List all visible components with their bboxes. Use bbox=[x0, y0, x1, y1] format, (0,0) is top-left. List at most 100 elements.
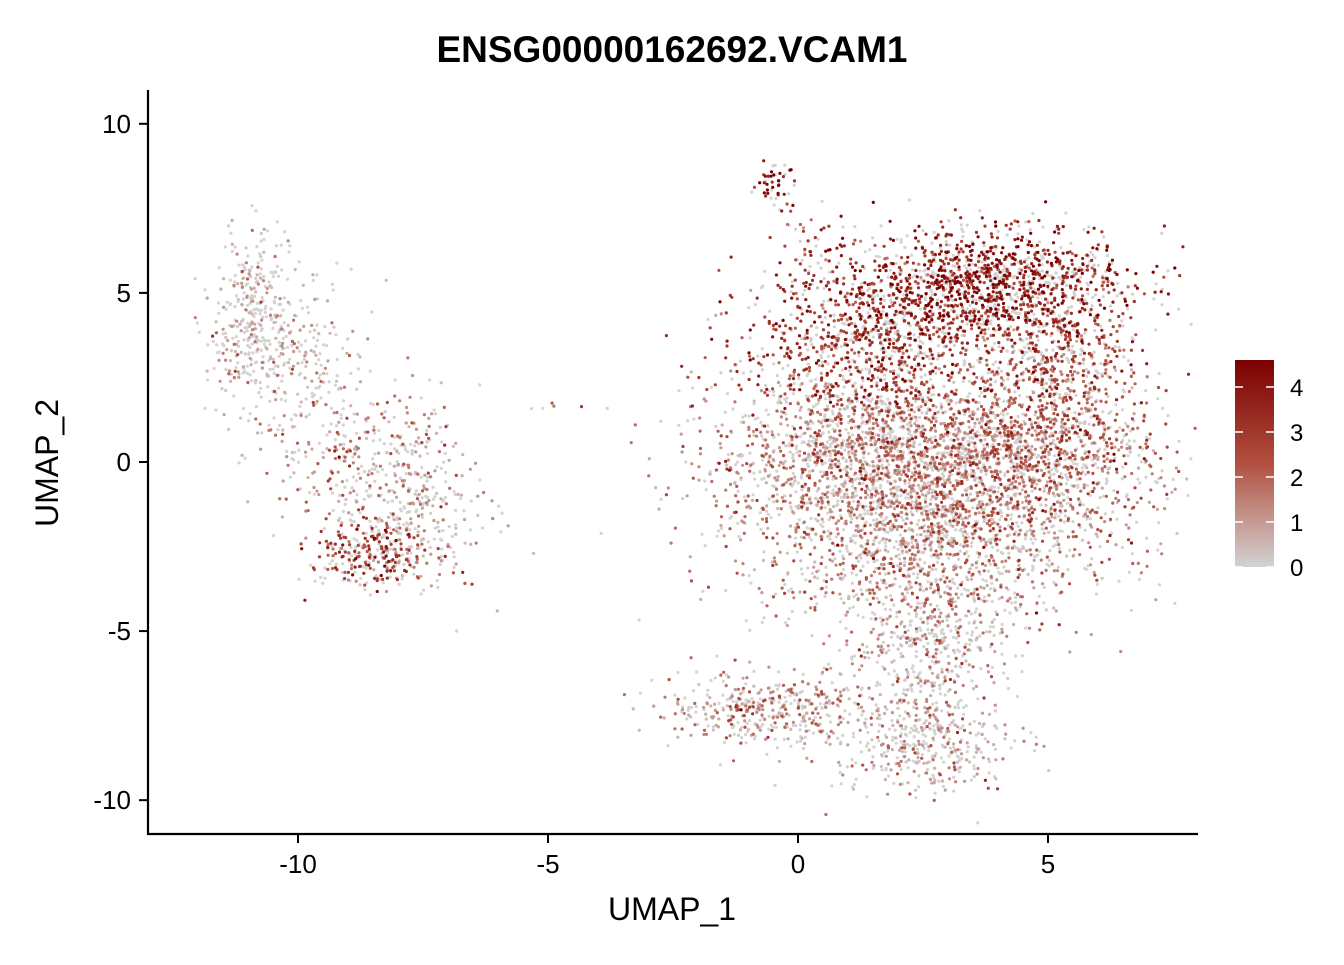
cell-point bbox=[277, 340, 281, 344]
cell-point bbox=[966, 486, 970, 490]
cell-point bbox=[866, 511, 870, 516]
cell-point bbox=[435, 578, 439, 583]
cell-point bbox=[1121, 324, 1125, 328]
cell-point bbox=[279, 324, 283, 328]
cell-point bbox=[896, 706, 900, 711]
cell-point bbox=[866, 741, 870, 745]
cell-point bbox=[426, 452, 430, 456]
cell-point bbox=[766, 413, 771, 417]
cell-point bbox=[889, 768, 893, 772]
cell-point bbox=[444, 480, 448, 484]
cell-point bbox=[281, 352, 285, 356]
cell-point bbox=[1166, 413, 1170, 418]
cell-point bbox=[763, 468, 767, 472]
cell-point bbox=[993, 434, 997, 438]
cell-point bbox=[918, 442, 922, 447]
cell-point bbox=[902, 362, 906, 367]
cell-point bbox=[867, 748, 871, 752]
cell-point bbox=[760, 620, 764, 625]
cell-point bbox=[824, 382, 828, 386]
cell-point bbox=[247, 311, 251, 315]
cell-point bbox=[414, 510, 418, 514]
cell-point bbox=[820, 360, 824, 364]
cell-point bbox=[310, 395, 314, 399]
cell-point bbox=[892, 669, 897, 673]
cell-point bbox=[686, 708, 690, 713]
cell-point bbox=[409, 521, 413, 525]
cell-point bbox=[839, 597, 843, 601]
cell-point bbox=[1016, 468, 1020, 472]
cell-point bbox=[814, 244, 818, 248]
data-points bbox=[193, 159, 1197, 825]
cell-point bbox=[917, 673, 921, 677]
cell-point bbox=[752, 402, 756, 406]
cell-point bbox=[1108, 304, 1112, 308]
cell-point bbox=[889, 635, 894, 639]
cell-point bbox=[720, 526, 724, 531]
cell-point bbox=[841, 576, 845, 580]
cell-point bbox=[886, 397, 890, 401]
cell-point bbox=[840, 368, 845, 372]
cell-point bbox=[395, 518, 399, 522]
cell-point bbox=[813, 560, 817, 564]
cell-point bbox=[814, 438, 819, 442]
cell-point bbox=[930, 241, 934, 245]
cell-point bbox=[413, 444, 417, 448]
cell-point bbox=[919, 533, 923, 537]
cell-point bbox=[993, 416, 998, 420]
cell-point bbox=[321, 581, 325, 585]
cell-point bbox=[894, 554, 898, 558]
cell-point bbox=[883, 607, 888, 611]
cell-point bbox=[350, 513, 354, 517]
cell-point bbox=[866, 560, 870, 564]
cell-point bbox=[914, 614, 918, 619]
cell-point bbox=[1025, 350, 1029, 354]
cell-point bbox=[243, 326, 247, 330]
cell-point bbox=[337, 420, 341, 424]
cell-point bbox=[1129, 608, 1133, 612]
cell-point bbox=[792, 183, 796, 187]
cell-point bbox=[265, 339, 269, 343]
cell-point bbox=[787, 589, 791, 593]
cell-point bbox=[942, 439, 946, 443]
cell-point bbox=[1081, 411, 1085, 416]
cell-point bbox=[1136, 477, 1140, 481]
cell-point bbox=[725, 392, 730, 396]
cell-point bbox=[976, 821, 980, 825]
cell-point bbox=[801, 672, 805, 677]
cell-point bbox=[214, 408, 218, 412]
cell-point bbox=[398, 507, 402, 511]
cell-point bbox=[975, 772, 979, 776]
cell-point bbox=[800, 736, 804, 740]
cell-point bbox=[881, 309, 885, 313]
cell-point bbox=[933, 754, 937, 758]
cell-point bbox=[1057, 514, 1061, 518]
cell-point bbox=[783, 172, 787, 176]
cell-point bbox=[895, 254, 899, 258]
cell-point bbox=[468, 467, 472, 471]
cell-point bbox=[919, 638, 923, 642]
cell-point bbox=[1018, 605, 1022, 609]
cell-point bbox=[235, 342, 239, 346]
cell-point bbox=[769, 196, 773, 200]
cell-point bbox=[327, 390, 331, 394]
cell-point bbox=[758, 728, 763, 732]
cell-point bbox=[304, 455, 308, 459]
cell-point bbox=[388, 547, 392, 551]
cell-point bbox=[1033, 555, 1037, 559]
cell-point bbox=[976, 466, 980, 470]
cell-point bbox=[923, 297, 927, 302]
cell-point bbox=[823, 392, 827, 396]
cell-point bbox=[878, 572, 882, 576]
cell-point bbox=[243, 268, 247, 272]
cell-point bbox=[1037, 594, 1041, 598]
cell-point bbox=[444, 470, 448, 475]
cell-point bbox=[350, 554, 354, 558]
cell-point bbox=[932, 230, 936, 234]
cell-point bbox=[1062, 520, 1066, 524]
cell-point bbox=[893, 350, 897, 354]
cell-point bbox=[871, 627, 875, 631]
cell-point bbox=[813, 575, 817, 579]
cell-point bbox=[297, 349, 301, 353]
cell-point bbox=[821, 432, 825, 436]
